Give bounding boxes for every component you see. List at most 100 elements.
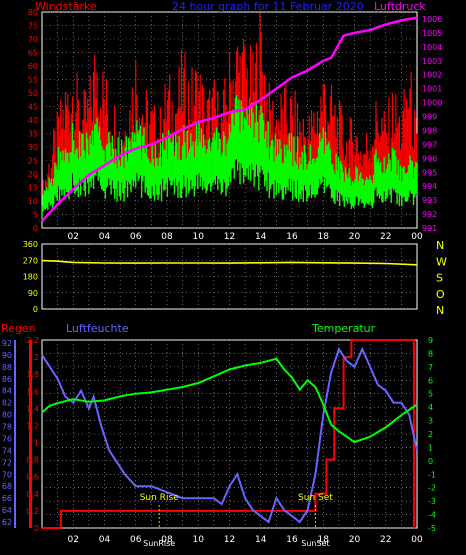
humidity-tick-label: 66 — [2, 494, 12, 503]
pressure-tick-label: 1003 — [422, 57, 442, 66]
pressure-tick-label: 991 — [422, 224, 437, 233]
wind-tick-label: 40 — [28, 116, 38, 125]
pressure-tick-label: 993 — [422, 196, 437, 205]
x-tick-label: 02 — [68, 535, 79, 545]
x-tick-label: 12 — [224, 232, 235, 242]
temperature-tick-labels: -5 -4 -3 -2 -1 0 1 2 3 4 5 6 7 8 9 — [428, 336, 436, 533]
compass-label: S — [436, 272, 443, 285]
pressure-tick-label: 992 — [422, 210, 437, 219]
rain-tick-label: 0 — [34, 524, 39, 533]
humidity-tick-label: 62 — [2, 518, 12, 527]
sun-tick-overlay: SunRise — [143, 539, 175, 548]
rain-line — [42, 339, 415, 529]
humidity-tick-label: 88 — [2, 363, 12, 372]
x-tick-label: 00 — [411, 232, 423, 242]
pressure-series — [41, 16, 418, 222]
direction-tick-label: 180 — [23, 273, 38, 282]
humidity-tick-label: 90 — [2, 351, 12, 360]
rain-axis-bar — [29, 340, 32, 528]
x-tick-label: 18 — [318, 232, 330, 242]
compass-label: N — [436, 304, 444, 317]
rain-axis-label: Regen — [1, 322, 36, 335]
wind-tick-label: 70 — [28, 35, 38, 44]
rain-tick-label: 1.2 — [26, 421, 39, 430]
pressure-tick-label: 999 — [422, 113, 437, 122]
temperature-tick-label: 4 — [428, 403, 433, 412]
rain-series — [42, 339, 415, 529]
wind-tick-label: 10 — [28, 197, 38, 206]
temperature-tick-label: 5 — [428, 390, 433, 399]
pressure-tick-label: 1004 — [422, 43, 442, 52]
temperature-tick-label: 7 — [428, 363, 433, 372]
humidity-tick-label: 74 — [2, 446, 12, 455]
pressure-tick-label: 1005 — [422, 29, 442, 38]
humidity-tick-label: 64 — [2, 506, 12, 515]
wind-tick-label: 50 — [28, 89, 38, 98]
rain-tick-label: 1 — [34, 439, 39, 448]
humidity-tick-label: 82 — [2, 399, 12, 408]
wind-pressure-x-tick-labels: 02 04 06 08 10 12 14 16 18 20 22 00 — [68, 232, 423, 242]
x-tick-label: 22 — [380, 232, 391, 242]
temperature-tick-label: -5 — [428, 524, 436, 533]
wind-direction-line — [41, 259, 418, 266]
wind-tick-label: 80 — [28, 8, 38, 17]
temperature-tick-label: -3 — [428, 497, 436, 506]
rain-tick-label: 1.8 — [26, 370, 39, 379]
wind-tick-label: 45 — [28, 103, 38, 112]
rain-tick-label: 0.8 — [26, 456, 39, 465]
direction-tick-label: 360 — [23, 240, 38, 249]
sun-label: Sun Rise — [140, 493, 179, 503]
wind-tick-label: 35 — [28, 130, 38, 139]
wind-tick-label: 30 — [28, 143, 38, 152]
humidity-axis-bar — [14, 340, 16, 528]
x-tick-label: 04 — [99, 232, 111, 242]
humidity-tick-labels: 62 64 66 68 70 72 74 76 78 80 82 84 86 88 90 92 — [2, 339, 12, 527]
pressure-tick-label: 998 — [422, 126, 437, 135]
rain-tick-label: 1.6 — [26, 387, 39, 396]
direction-tick-label: 270 — [23, 256, 38, 265]
rain-tick-label: 0.2 — [26, 507, 39, 516]
x-tick-label: 22 — [380, 535, 391, 545]
humidity-tick-label: 78 — [2, 423, 12, 432]
temperature-tick-label: 6 — [428, 376, 433, 385]
pressure-tick-label: 996 — [422, 154, 437, 163]
humidity-tick-label: 68 — [2, 482, 12, 491]
compass-label: O — [436, 288, 445, 301]
x-tick-label: 10 — [193, 535, 205, 545]
temperature-axis-label: Temperatur — [311, 322, 376, 335]
rain-tick-label: 0.4 — [26, 490, 39, 499]
x-tick-label: 00 — [411, 535, 423, 545]
humidity-tick-label: 80 — [2, 411, 12, 420]
temperature-tick-label: 1 — [428, 443, 433, 452]
x-tick-label: 06 — [130, 535, 142, 545]
x-tick-label: 08 — [161, 232, 173, 242]
chart-title: 24 hour graph for 11 Februar 2020 — [172, 0, 364, 13]
climate-x-tick-labels: 02 04 06 08 10 12 14 16 18 20 22 00 — [68, 535, 423, 545]
humidity-tick-label: 76 — [2, 434, 12, 443]
x-tick-label: 20 — [349, 232, 361, 242]
x-tick-label: 04 — [99, 535, 111, 545]
wind-direction-tick-labels: 360 270 180 90 0 — [23, 240, 38, 314]
wind-direction-grid — [42, 243, 417, 310]
x-tick-label: 16 — [286, 232, 298, 242]
temperature-tick-label: -4 — [428, 511, 436, 520]
wind-tick-label: 60 — [28, 62, 38, 71]
temperature-tick-label: 3 — [428, 417, 433, 426]
sun-annotations: Sun Rise SunRise Sun Set SunSet — [140, 493, 334, 548]
temperature-tick-label: 8 — [428, 349, 433, 358]
temperature-tick-label: -2 — [428, 484, 436, 493]
humidity-axis-label: Luftfeuchte — [66, 322, 129, 335]
temperature-tick-label: 0 — [428, 457, 433, 466]
rain-tick-label: 2 — [34, 353, 39, 362]
compass-label: N — [436, 239, 444, 252]
pressure-tick-label: 1006 — [422, 15, 442, 24]
wind-average-series — [41, 95, 418, 219]
wind-tick-label: 55 — [28, 76, 38, 85]
wind-tick-label: 75 — [28, 22, 38, 31]
pressure-tick-labels: 991 992 993 994 995 996 997 998 999 1000 1001 1002 1… — [422, 15, 442, 233]
x-tick-label: 16 — [286, 535, 298, 545]
direction-tick-label: 90 — [28, 289, 38, 298]
